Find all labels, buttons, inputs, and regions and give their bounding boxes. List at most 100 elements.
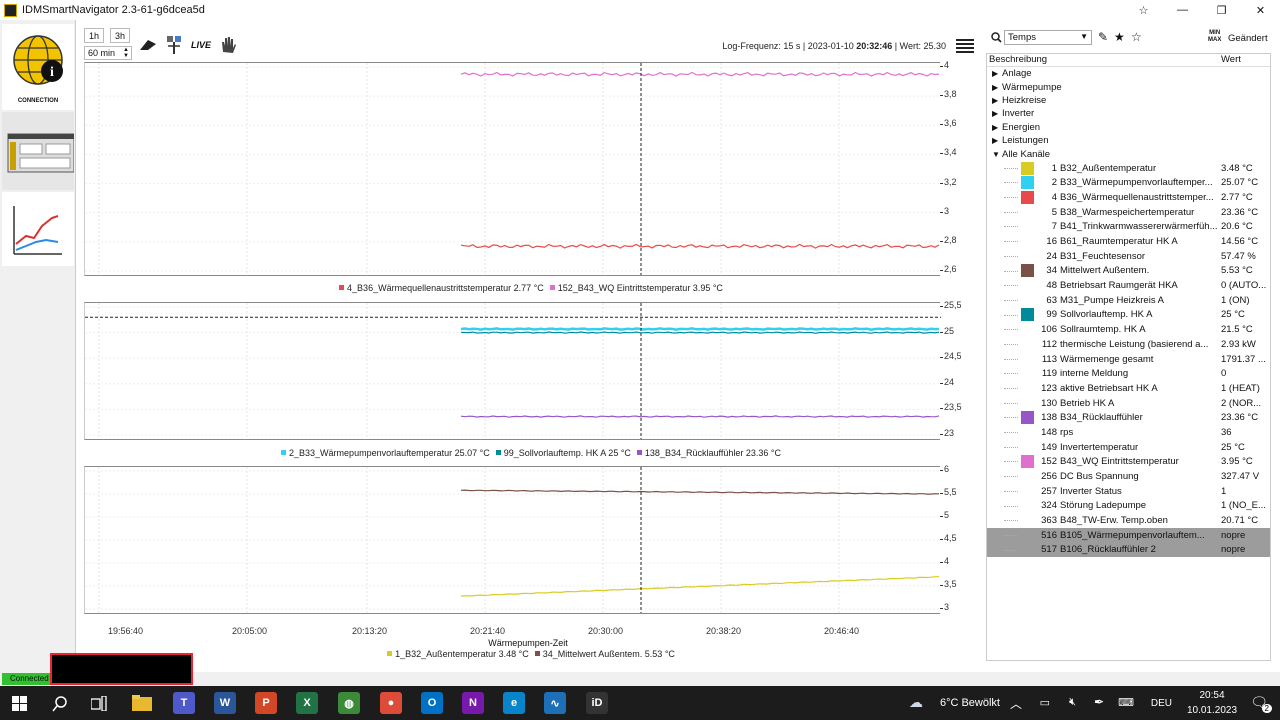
word-icon[interactable]: W — [214, 692, 236, 714]
chevron-up-icon[interactable]: ︿ — [1009, 697, 1022, 711]
column-header-description[interactable]: Beschreibung — [989, 54, 1048, 65]
legend-label[interactable]: 2_B33_Wärmepumpenvorlauftemperatur 25.07… — [289, 448, 490, 458]
legend-label[interactable]: 138_B34_Rücklauffühler 23.36 °C — [644, 448, 781, 458]
onenote-icon[interactable]: N — [462, 692, 484, 714]
channel-color-swatch[interactable] — [1021, 308, 1034, 322]
channel-row[interactable]: 7 B41_Trinkwarmwassererwärmerfüh... 20.6 °… — [987, 219, 1270, 234]
keyboard-icon[interactable]: ⌨ — [1118, 697, 1134, 709]
channel-row[interactable]: 517 B106_Rücklauffühler 2 nopre — [987, 542, 1270, 558]
channel-row[interactable]: 34 Mittelwert Außentem. 5.53 °C — [987, 264, 1270, 279]
range-stepper[interactable]: 60 min ▲ ▼ — [84, 46, 132, 60]
channel-row[interactable]: 324 Störung Ladepumpe 1 (NO_E... — [987, 499, 1270, 514]
pen-icon[interactable]: ✒ — [1093, 695, 1104, 709]
channel-color-swatch[interactable] — [1021, 161, 1034, 175]
cursor-tool-icon[interactable] — [164, 34, 184, 56]
language-indicator[interactable]: DEU — [1150, 698, 1172, 709]
channel-row[interactable]: 4 B36_Wärmequellenaustrittstemper... 2.77 … — [987, 190, 1270, 205]
search-dropdown[interactable]: Temps ▼ — [1004, 30, 1092, 45]
excel-icon[interactable]: X — [296, 692, 318, 714]
minmax-button[interactable]: MIN MAX — [1208, 30, 1222, 43]
channel-row[interactable]: 363 B48_TW-Erw. Temp.oben 20.71 °C — [987, 513, 1270, 528]
channel-row[interactable]: 149 Invertertemperatur 25 °C — [987, 440, 1270, 455]
channel-color-swatch[interactable] — [1021, 264, 1034, 278]
pencil-icon[interactable]: ✎ — [1098, 30, 1109, 44]
list-menu-icon[interactable] — [956, 38, 974, 54]
legend-label[interactable]: 1_B32_Außentemperatur 3.48 °C — [395, 649, 529, 659]
close-button[interactable]: ✕ — [1255, 4, 1266, 17]
channel-row[interactable]: 257 Inverter Status 1 — [987, 484, 1270, 499]
screens-tile[interactable] — [2, 112, 75, 190]
channel-row[interactable]: 2 B33_Wärmepumpenvorlauftemper... 25.07 °C — [987, 175, 1270, 190]
channel-row[interactable]: 5 B38_Warmespeichertemperatur 23.36 °C — [987, 205, 1270, 220]
pan-hand-icon[interactable] — [218, 34, 238, 56]
chart-app-icon[interactable]: ∿ — [544, 692, 566, 714]
channel-row[interactable]: 106 Sollraumtemp. HK A 21.5 °C — [987, 322, 1270, 337]
category-item[interactable]: ▶ Anlage — [987, 67, 1270, 80]
channel-row[interactable]: 1 B32_Außentemperatur 3.48 °C — [987, 161, 1270, 176]
stepper-arrows-icon[interactable]: ▲ ▼ — [123, 47, 129, 59]
channel-row[interactable]: 148 rps 36 — [987, 425, 1270, 440]
channel-color-swatch[interactable] — [1021, 176, 1034, 190]
star-filled-icon[interactable]: ★ — [1114, 30, 1125, 44]
clock-date[interactable]: 10.01.2023 — [1186, 705, 1238, 716]
channel-row[interactable]: 516 B105_Wärmepumpenvorlauftem... nopre — [987, 527, 1270, 543]
minimize-button[interactable]: — — [1177, 4, 1188, 16]
legend-label[interactable]: 34_Mittelwert Außentem. 5.53 °C — [542, 649, 675, 659]
channel-color-swatch[interactable] — [1021, 190, 1034, 204]
column-header-value[interactable]: Wert — [1221, 54, 1241, 65]
channel-color-swatch[interactable] — [1021, 411, 1034, 425]
chart-panel-2[interactable] — [84, 302, 941, 440]
chart-tile[interactable] — [2, 192, 74, 266]
globe-icon[interactable]: ◍ — [338, 692, 360, 714]
eraser-icon[interactable] — [138, 38, 158, 52]
changed-filter[interactable]: Geändert — [1228, 33, 1268, 44]
teams-icon[interactable]: T — [173, 692, 195, 714]
category-item[interactable]: ▶ Heizkreise — [987, 94, 1270, 107]
category-item[interactable]: ▶ Wärmepumpe — [987, 80, 1270, 93]
legend-label[interactable]: 4_B36_Wärmequellenaustrittstemperatur 2.… — [347, 283, 544, 293]
edge-icon[interactable]: e — [503, 692, 525, 714]
battery-icon[interactable]: ▭ — [1039, 697, 1050, 709]
volume-muted-icon[interactable]: 🔇︎ — [1069, 696, 1076, 708]
chart-plot-2[interactable] — [85, 303, 941, 439]
channel-color-swatch[interactable] — [1021, 455, 1034, 469]
legend-label[interactable]: 152_B43_WQ Eintrittstemperatur 3.95 °C — [557, 283, 723, 293]
channel-row[interactable]: 24 B31_Feuchtesensor 57.47 % — [987, 249, 1270, 264]
pin-icon[interactable]: ☆ — [1138, 4, 1149, 17]
channel-row[interactable]: 48 Betriebsart Raumgerät HKA 0 (AUTO... — [987, 278, 1270, 293]
channel-row[interactable]: 119 interne Meldung 0 — [987, 366, 1270, 381]
chart-plot-1[interactable] — [85, 63, 941, 275]
star-outline-icon[interactable]: ☆ — [1131, 30, 1142, 44]
range-1h-button[interactable]: 1h — [84, 28, 104, 43]
live-button[interactable]: LIVE — [191, 40, 212, 50]
channel-row[interactable]: 63 M31_Pumpe Heizkreis A 1 (ON) — [987, 293, 1270, 308]
idm-icon[interactable]: iD — [586, 692, 608, 714]
category-item[interactable]: ▶ Energien — [987, 121, 1270, 134]
category-item[interactable]: ▶ Leistungen — [987, 134, 1270, 147]
range-3h-button[interactable]: 3h — [110, 28, 130, 43]
channel-row[interactable]: 138 B34_Rücklauffühler 23.36 °C — [987, 410, 1270, 425]
file-explorer-icon[interactable] — [132, 695, 152, 711]
channel-row[interactable]: 130 Betrieb HK A 2 (NOR... — [987, 396, 1270, 411]
legend-label[interactable]: 99_Sollvorlauftemp. HK A 25 °C — [503, 448, 631, 458]
channel-row[interactable]: 99 Sollvorlauftemp. HK A 25 °C — [987, 308, 1270, 323]
maximize-button[interactable]: ❐ — [1216, 4, 1227, 17]
channel-row[interactable]: 256 DC Bus Spannung 327.47 V — [987, 469, 1270, 484]
channel-row[interactable]: 16 B61_Raumtemperatur HK A 14.56 °C — [987, 234, 1270, 249]
category-item[interactable]: ▶ Inverter — [987, 107, 1270, 120]
category-all-channels[interactable]: ▼ Alle Kanäle — [992, 148, 1051, 160]
channel-row[interactable]: 152 B43_WQ Eintrittstemperatur 3.95 °C — [987, 454, 1270, 469]
channel-row[interactable]: 123 aktive Betriebsart HK A 1 (HEAT) — [987, 381, 1270, 396]
powerpoint-icon[interactable]: P — [255, 692, 277, 714]
task-view-icon[interactable] — [91, 696, 107, 711]
windows-start-icon[interactable] — [12, 696, 27, 711]
channel-row[interactable]: 113 Wärmemenge gesamt 1791.37 ... — [987, 352, 1270, 367]
chart-panel-3[interactable] — [84, 466, 941, 614]
channel-row[interactable]: 112 thermische Leistung (basierend a... 2.… — [987, 337, 1270, 352]
chart-panel-1[interactable] — [84, 62, 941, 276]
weather-text[interactable]: 6°C Bewölkt — [939, 697, 1000, 709]
connection-tile[interactable]: i CONNECTION — [2, 24, 74, 110]
chart-plot-3[interactable] — [85, 467, 941, 613]
search-taskbar-icon[interactable] — [52, 696, 68, 712]
chrome-icon[interactable]: ● — [380, 692, 402, 714]
